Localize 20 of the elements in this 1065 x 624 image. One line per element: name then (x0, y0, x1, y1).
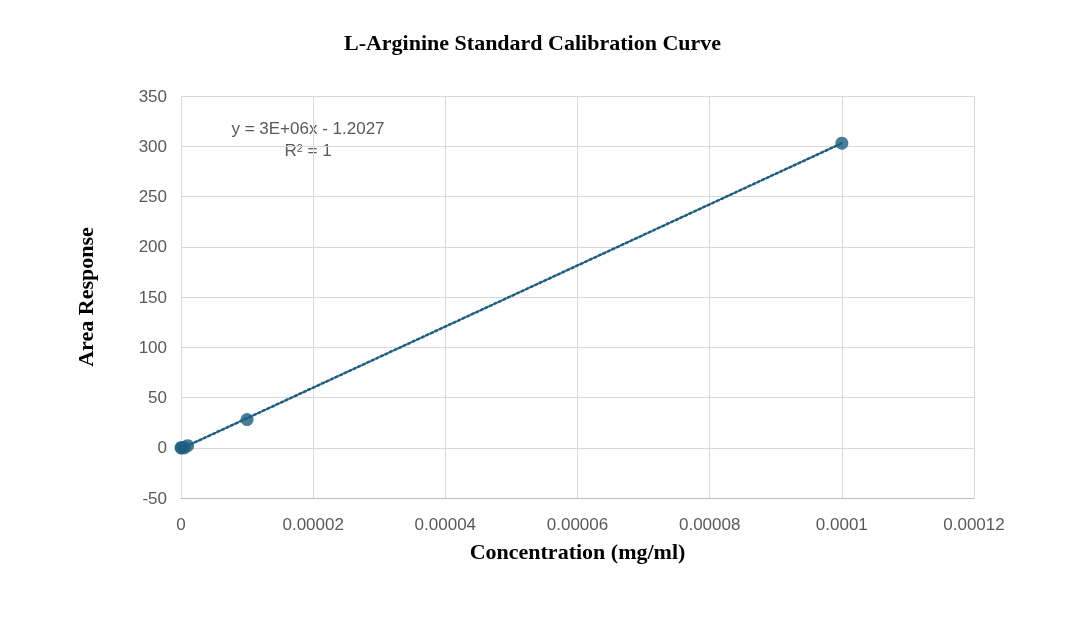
chart-title: L-Arginine Standard Calibration Curve (343, 29, 722, 55)
y-tick-label: 250 (138, 187, 167, 206)
y-tick-label: 300 (138, 136, 167, 156)
x-tick-label: 0.00002 (282, 515, 344, 534)
y-tick-label: 50 (148, 388, 167, 407)
y-tick-label: 350 (138, 86, 167, 106)
x-tick-label: 0 (176, 515, 186, 534)
x-tick-label: 0.00008 (678, 515, 741, 534)
y-axis-title: Area Response (72, 227, 98, 367)
y-tick-label: 150 (138, 287, 167, 307)
annotation: y = 3E+06x - 1.2027 (231, 119, 385, 138)
x-tick-label: 0.00004 (414, 515, 477, 534)
y-tick-label: 100 (138, 337, 167, 357)
y-tick-label: 200 (138, 237, 167, 257)
y-tick-label: -50 (142, 488, 167, 508)
x-tick-label: 0.0001 (815, 515, 868, 534)
x-tick-label: 0.00012 (943, 515, 1005, 534)
y-tick-label: 0 (157, 438, 167, 458)
x-axis-title: Concentration (mg/ml) (469, 538, 686, 564)
x-tick-label: 0.00006 (546, 515, 609, 534)
